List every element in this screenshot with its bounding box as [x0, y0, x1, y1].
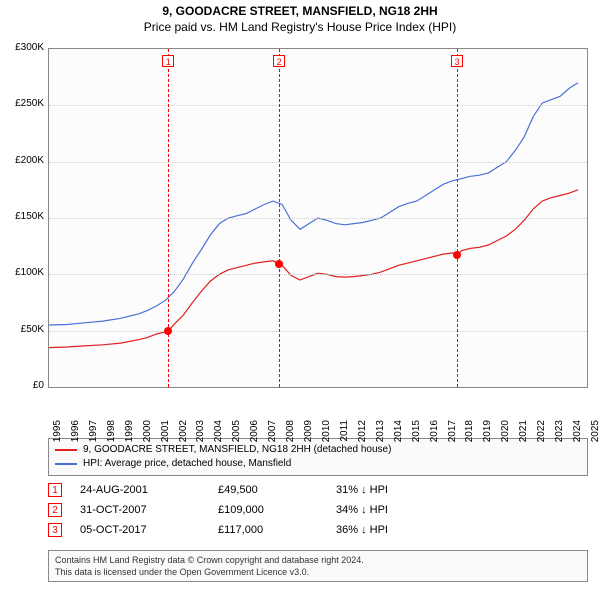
y-tick-label: £100K	[0, 267, 44, 278]
x-tick-label: 2019	[482, 420, 493, 442]
sale-marker-dot	[275, 260, 283, 268]
sale-marker-line	[168, 49, 169, 387]
chart-subtitle: Price paid vs. HM Land Registry's House …	[0, 20, 600, 34]
sale-marker-line	[457, 49, 458, 387]
legend-label: 9, GOODACRE STREET, MANSFIELD, NG18 2HH …	[83, 443, 391, 457]
sale-marker-dot	[164, 327, 172, 335]
sale-marker-box: 1	[162, 55, 174, 67]
x-tick-label: 2013	[375, 420, 386, 442]
sale-index-box: 1	[48, 483, 62, 497]
x-tick-label: 2002	[178, 420, 189, 442]
footer-line: Contains HM Land Registry data © Crown c…	[55, 554, 581, 566]
x-tick-label: 2023	[554, 420, 565, 442]
x-tick-label: 2000	[142, 420, 153, 442]
chart-titles: 9, GOODACRE STREET, MANSFIELD, NG18 2HH …	[0, 0, 600, 34]
sale-price: £49,500	[218, 484, 318, 496]
sales-row: 3 05-OCT-2017 £117,000 36% ↓ HPI	[48, 520, 588, 540]
x-tick-label: 1998	[106, 420, 117, 442]
x-tick-label: 2017	[447, 420, 458, 442]
chart-title: 9, GOODACRE STREET, MANSFIELD, NG18 2HH	[0, 4, 600, 18]
legend-item: HPI: Average price, detached house, Mans…	[55, 457, 581, 471]
sales-table: 1 24-AUG-2001 £49,500 31% ↓ HPI 2 31-OCT…	[48, 480, 588, 540]
x-tick-label: 2008	[285, 420, 296, 442]
x-tick-label: 2018	[464, 420, 475, 442]
sale-date: 05-OCT-2017	[80, 524, 200, 536]
sale-price: £109,000	[218, 504, 318, 516]
x-tick-label: 2024	[572, 420, 583, 442]
x-tick-label: 2005	[231, 420, 242, 442]
x-tick-label: 2020	[500, 420, 511, 442]
x-tick-label: 1995	[52, 420, 63, 442]
sale-price: £117,000	[218, 524, 318, 536]
x-tick-label: 2012	[357, 420, 368, 442]
sales-row: 2 31-OCT-2007 £109,000 34% ↓ HPI	[48, 500, 588, 520]
x-tick-label: 1997	[88, 420, 99, 442]
sale-marker-line	[279, 49, 280, 387]
x-tick-label: 2006	[249, 420, 260, 442]
sale-date: 24-AUG-2001	[80, 484, 200, 496]
legend-label: HPI: Average price, detached house, Mans…	[83, 457, 291, 471]
sale-index-box: 3	[48, 523, 62, 537]
y-tick-label: £250K	[0, 98, 44, 109]
attribution-footer: Contains HM Land Registry data © Crown c…	[48, 550, 588, 582]
sale-delta: 36% ↓ HPI	[336, 524, 456, 536]
x-tick-label: 1996	[70, 420, 81, 442]
x-tick-label: 1999	[124, 420, 135, 442]
sale-delta: 34% ↓ HPI	[336, 504, 456, 516]
x-tick-label: 2011	[339, 420, 350, 442]
y-tick-label: £0	[0, 380, 44, 391]
x-tick-label: 2010	[321, 420, 332, 442]
series-line-address	[49, 190, 578, 348]
x-tick-label: 2001	[160, 420, 171, 442]
x-tick-label: 2025	[590, 420, 600, 442]
sale-date: 31-OCT-2007	[80, 504, 200, 516]
y-tick-label: £50K	[0, 324, 44, 335]
chart-plot-area: 1 2 3	[48, 48, 588, 388]
x-tick-label: 2009	[303, 420, 314, 442]
x-tick-label: 2022	[536, 420, 547, 442]
chart-legend: 9, GOODACRE STREET, MANSFIELD, NG18 2HH …	[48, 438, 588, 476]
y-tick-label: £300K	[0, 42, 44, 53]
x-tick-label: 2021	[518, 420, 529, 442]
legend-swatch	[55, 449, 77, 451]
sale-marker-box: 3	[451, 55, 463, 67]
sale-index-box: 2	[48, 503, 62, 517]
chart-container: 9, GOODACRE STREET, MANSFIELD, NG18 2HH …	[0, 0, 600, 590]
legend-swatch	[55, 463, 77, 465]
x-tick-label: 2003	[195, 420, 206, 442]
sale-marker-dot	[453, 251, 461, 259]
legend-item: 9, GOODACRE STREET, MANSFIELD, NG18 2HH …	[55, 443, 581, 457]
footer-line: This data is licensed under the Open Gov…	[55, 566, 581, 578]
x-tick-label: 2007	[267, 420, 278, 442]
y-tick-label: £150K	[0, 211, 44, 222]
x-tick-label: 2016	[429, 420, 440, 442]
y-tick-label: £200K	[0, 155, 44, 166]
x-tick-label: 2014	[393, 420, 404, 442]
series-line-hpi	[49, 83, 578, 325]
sale-marker-box: 2	[273, 55, 285, 67]
x-tick-label: 2004	[213, 420, 224, 442]
x-tick-label: 2015	[411, 420, 422, 442]
sale-delta: 31% ↓ HPI	[336, 484, 456, 496]
sales-row: 1 24-AUG-2001 £49,500 31% ↓ HPI	[48, 480, 588, 500]
